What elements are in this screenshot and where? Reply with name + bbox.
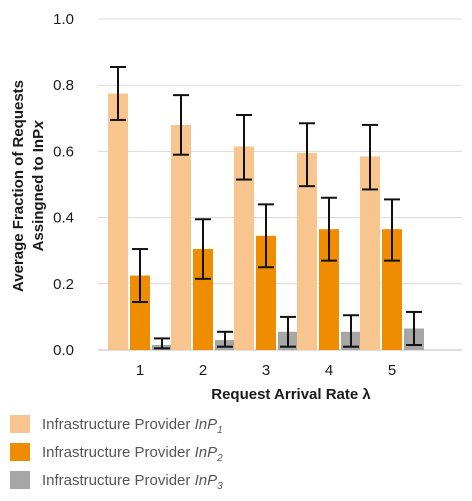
bar-inp1-rate-5 bbox=[360, 156, 380, 350]
legend-swatch bbox=[10, 471, 30, 489]
error-bar-inp3-rate-4 bbox=[343, 314, 359, 348]
legend-item-inp2: Infrastructure Provider InP2 bbox=[10, 443, 223, 464]
legend-item-inp1: Infrastructure Provider InP1 bbox=[10, 415, 223, 436]
x-axis-title: Request Arrival Rate λ bbox=[211, 386, 371, 403]
error-bar-inp3-rate-1 bbox=[154, 337, 170, 350]
bar-inp2-rate-2 bbox=[193, 249, 213, 350]
error-bar-inp1-rate-3 bbox=[236, 113, 252, 181]
bar-inp2-rate-5 bbox=[382, 229, 402, 350]
legend-label: Infrastructure Provider InP2 bbox=[42, 444, 223, 464]
y-tick-label: 0.8 bbox=[53, 77, 74, 94]
y-tick-label: 0.0 bbox=[53, 342, 74, 359]
error-bar-inp2-rate-3 bbox=[258, 203, 274, 269]
y-tick-label: 0.2 bbox=[53, 276, 74, 293]
bar-inp2-rate-1 bbox=[130, 275, 150, 350]
x-tick-labels: 1 2 3 4 5 bbox=[136, 362, 396, 379]
bars bbox=[108, 93, 424, 350]
error-bar-inp3-rate-5 bbox=[406, 310, 422, 347]
y-tick-label: 0.4 bbox=[53, 210, 74, 227]
error-bar-inp1-rate-1 bbox=[110, 65, 126, 121]
legend-label: Infrastructure Provider InP1 bbox=[42, 416, 223, 436]
error-bar-inp1-rate-5 bbox=[362, 123, 378, 191]
error-bar-inp2-rate-2 bbox=[195, 218, 211, 280]
bar-inp2-rate-3 bbox=[256, 235, 276, 350]
x-tick-label: 5 bbox=[388, 362, 396, 379]
y-axis-title-line1: Average Fraction of Requests bbox=[10, 80, 27, 292]
error-bars bbox=[110, 65, 422, 350]
y-axis-title-line2: Assingned to InPx bbox=[30, 120, 47, 252]
bar-inp1-rate-1 bbox=[108, 93, 128, 350]
y-tick-label: 1.0 bbox=[53, 11, 74, 28]
error-bar-inp3-rate-3 bbox=[280, 315, 296, 348]
x-tick-label: 3 bbox=[262, 362, 270, 379]
error-bar-inp2-rate-1 bbox=[132, 248, 148, 304]
x-tick-label: 1 bbox=[136, 362, 144, 379]
legend-swatch bbox=[10, 415, 30, 433]
y-tick-labels: 0.0 0.2 0.4 0.6 0.8 1.0 bbox=[53, 11, 74, 359]
error-bar-inp3-rate-2 bbox=[217, 330, 233, 348]
bar-inp1-rate-4 bbox=[297, 153, 317, 350]
bar-inp1-rate-2 bbox=[171, 124, 191, 350]
legend-swatch bbox=[10, 443, 30, 461]
x-tick-label: 4 bbox=[325, 362, 333, 379]
gridlines bbox=[98, 18, 462, 351]
bar-inp1-rate-3 bbox=[234, 146, 254, 350]
legend-item-inp3: Infrastructure Provider InP3 bbox=[10, 471, 223, 492]
error-bar-inp2-rate-5 bbox=[384, 198, 400, 262]
error-bar-inp2-rate-4 bbox=[321, 196, 337, 262]
legend: Infrastructure Provider InP1 Infrastructu… bbox=[10, 415, 223, 492]
y-tick-label: 0.6 bbox=[53, 143, 74, 160]
x-tick-label: 2 bbox=[199, 362, 207, 379]
legend-label: Infrastructure Provider InP3 bbox=[42, 472, 223, 492]
error-bar-inp1-rate-2 bbox=[173, 94, 189, 156]
bar-inp2-rate-4 bbox=[319, 229, 339, 350]
error-bar-inp1-rate-4 bbox=[299, 122, 315, 188]
